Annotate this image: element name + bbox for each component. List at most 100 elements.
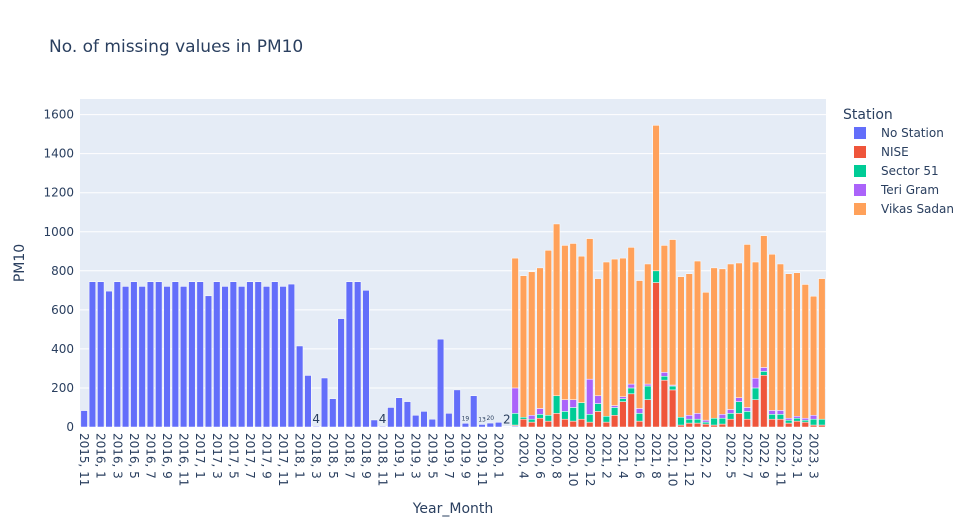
bar-segment — [536, 414, 544, 419]
x-tick-label: 2017, 9 — [260, 433, 274, 479]
bar-segment — [97, 281, 105, 428]
legend-item-nise[interactable]: NISE — [854, 145, 909, 159]
bar-segment — [196, 281, 204, 428]
bar-annotation: 19 — [462, 415, 470, 422]
x-tick-label: 2022, 5 — [724, 433, 738, 479]
chart-title: No. of missing values in PM10 — [49, 37, 303, 57]
x-tick-label: 2017, 7 — [243, 433, 257, 479]
legend-swatch — [854, 127, 866, 139]
bar-segment — [818, 418, 826, 426]
bar-segment — [262, 286, 271, 428]
x-tick-label: 2016, 5 — [127, 433, 141, 479]
legend-item-teri-gram[interactable]: Teri Gram — [854, 183, 939, 197]
x-tick-label: 2018, 1 — [293, 433, 307, 479]
bar-segment — [768, 410, 776, 415]
legend-swatch — [854, 184, 866, 196]
y-tick-label: 1400 — [43, 147, 74, 161]
bar-segment — [544, 420, 552, 428]
bar-segment — [776, 263, 784, 411]
bar-segment — [702, 421, 710, 425]
x-tick-label: 2018, 3 — [309, 433, 323, 479]
bar-annotation: 13 — [478, 416, 486, 423]
legend-label: NISE — [881, 145, 909, 159]
bar-segment — [718, 417, 726, 425]
bar-segment — [395, 397, 403, 428]
bar-segment — [644, 385, 652, 400]
legend-item-vikas-sadan[interactable]: Vikas Sadan — [854, 202, 954, 216]
y-tick-label: 1600 — [43, 108, 74, 122]
bar-segment — [478, 424, 486, 428]
x-tick-label: 2019, 11 — [475, 433, 489, 486]
x-tick-label: 2016, 11 — [177, 433, 191, 486]
x-tick-label: 2019, 7 — [442, 433, 456, 479]
bar-segment — [669, 385, 677, 391]
legend-swatch — [854, 165, 866, 177]
bar-segment — [677, 416, 685, 426]
bar-segment — [569, 407, 577, 422]
legend-item-sector-51[interactable]: Sector 51 — [854, 164, 939, 178]
bar-annotation: 2 — [503, 413, 511, 427]
bar-segment — [660, 245, 668, 373]
bar-segment — [801, 417, 809, 421]
bar-segment — [528, 271, 536, 416]
bar-segment — [635, 280, 644, 409]
legend-swatch — [854, 146, 866, 158]
bar-segment — [760, 375, 768, 428]
bar-segment — [627, 387, 635, 395]
y-tick-label: 400 — [51, 342, 74, 356]
bar-segment — [428, 418, 436, 428]
bar-segment — [221, 286, 229, 428]
bar-segment — [586, 238, 594, 380]
bar-segment — [702, 423, 710, 428]
bars — [80, 125, 826, 428]
bar-segment — [378, 425, 387, 428]
bar-segment — [453, 389, 461, 428]
bar-segment — [594, 395, 602, 404]
bar-segment — [138, 286, 146, 428]
bar-segment — [271, 281, 279, 428]
bar-segment — [561, 399, 569, 412]
bar-segment — [569, 420, 577, 428]
y-tick-label: 1000 — [43, 225, 74, 239]
bar-segment — [793, 416, 801, 419]
x-tick-label: 2015, 11 — [77, 433, 91, 486]
x-tick-label: 2016, 9 — [160, 433, 174, 479]
bar-segment — [627, 247, 635, 385]
gridlines — [80, 114, 826, 428]
legend-label: Vikas Sadan — [881, 202, 954, 216]
bar-segment — [553, 413, 561, 428]
bar-segment — [611, 258, 619, 406]
bar-segment — [801, 284, 809, 419]
bar-segment — [602, 421, 610, 428]
bar-segment — [810, 424, 818, 428]
bar-segment — [577, 255, 586, 403]
bar-segment — [660, 379, 668, 428]
bar-segment — [785, 273, 793, 419]
bar-segment — [254, 281, 262, 428]
bar-segment — [760, 235, 768, 368]
bar-segment — [627, 383, 635, 389]
bar-segment — [180, 286, 188, 428]
bar-segment — [611, 407, 619, 416]
bar-segment — [594, 403, 602, 412]
bar-segment — [561, 245, 569, 400]
legend-item-no-station[interactable]: No Station — [854, 126, 944, 140]
bar-segment — [586, 421, 594, 428]
bar-segment — [569, 243, 577, 400]
series-no-station — [80, 281, 519, 428]
bar-segment — [370, 419, 378, 428]
bar-segment — [536, 267, 544, 409]
bar-segment — [644, 383, 652, 387]
bar-segment — [519, 275, 528, 418]
x-tick-label: 2016, 1 — [94, 433, 108, 479]
x-tick-label: 2022, 9 — [757, 433, 771, 479]
x-tick-label: 2017, 3 — [210, 433, 224, 479]
bar-segment — [586, 378, 594, 415]
bar-segment — [693, 413, 702, 420]
bar-segment — [727, 263, 735, 410]
bar-segment — [536, 408, 544, 415]
legend: Station No Station NISE Sector 51 Teri Gram… — [843, 107, 954, 216]
bar-segment — [437, 338, 445, 428]
y-tick-label: 1200 — [43, 186, 74, 200]
bar-segment — [561, 411, 569, 420]
